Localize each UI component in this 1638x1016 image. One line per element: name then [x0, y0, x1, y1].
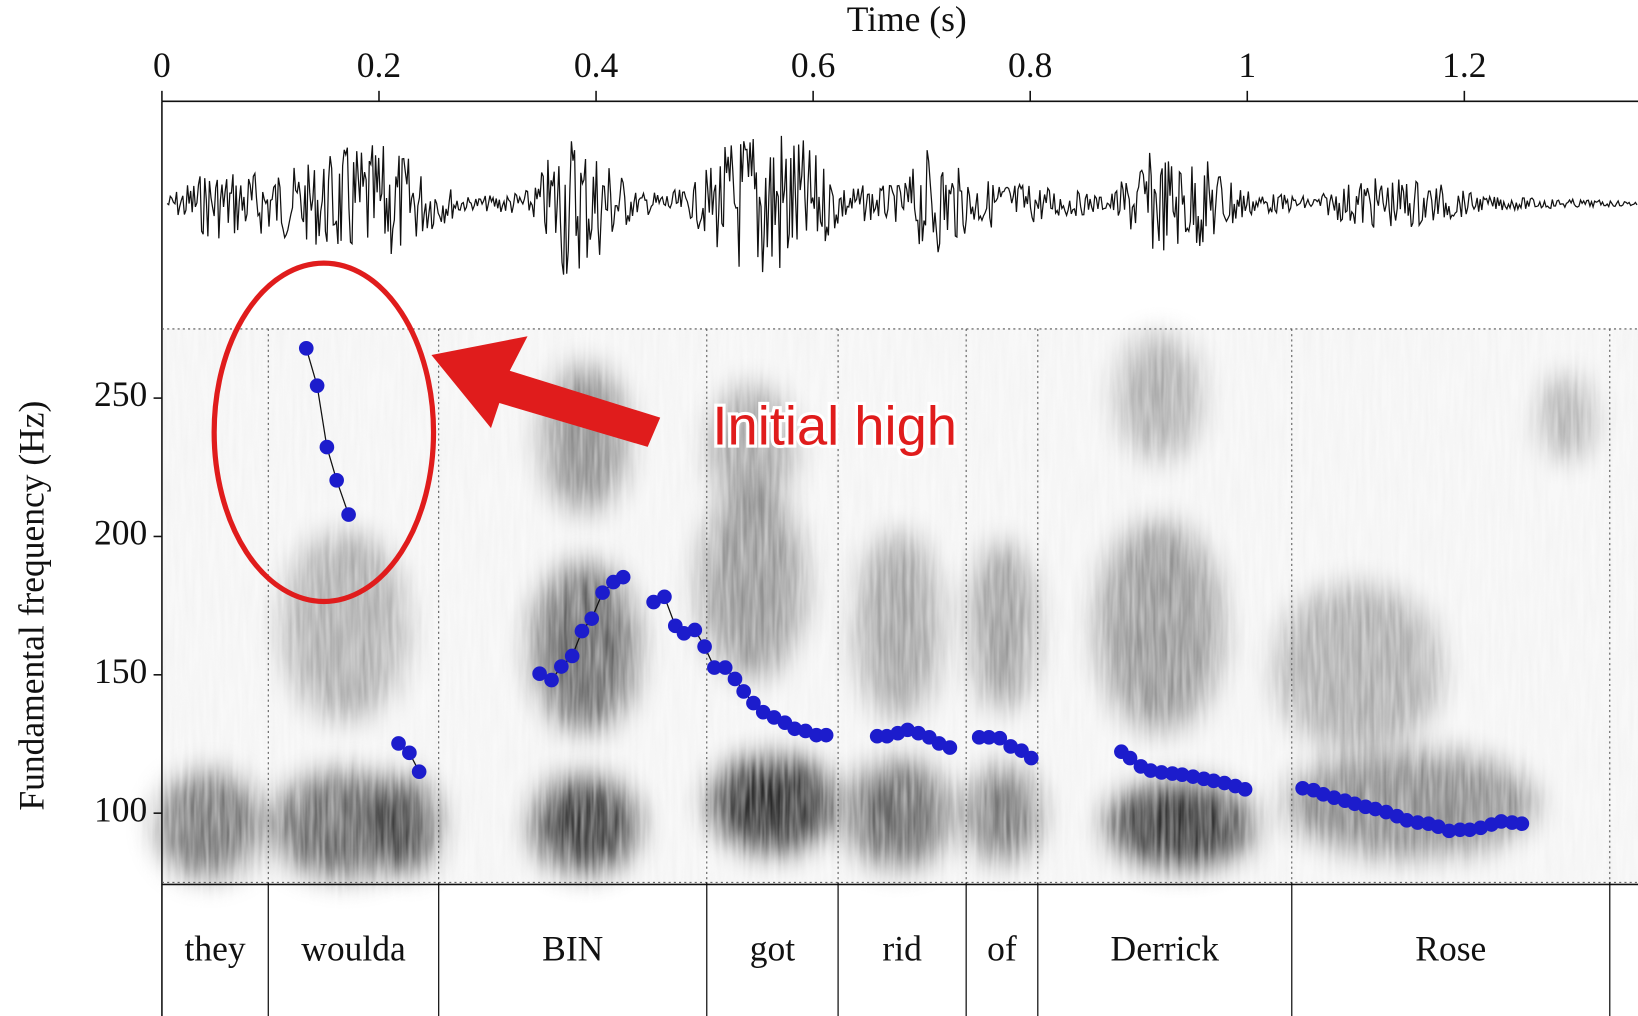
pitch-point	[554, 659, 569, 674]
x-tick-label: 0.8	[1008, 45, 1052, 85]
pitch-point	[1143, 763, 1158, 778]
pitch-point	[391, 736, 406, 751]
pitch-point	[657, 589, 672, 605]
pitch-point	[992, 730, 1008, 746]
y-tick-label: 200	[94, 513, 147, 553]
waveform	[166, 135, 1638, 275]
y-tick-label: 250	[94, 374, 147, 414]
x-tick-label: 0.6	[791, 45, 835, 85]
annotation: Initial high	[712, 396, 957, 457]
y-tick-label: 100	[94, 789, 147, 829]
pitch-point	[309, 378, 325, 393]
pitch-point	[1237, 782, 1253, 797]
pitch-point	[1174, 767, 1190, 783]
pitch-point	[1295, 780, 1310, 796]
pitch-point	[595, 585, 610, 600]
pitch-point	[341, 507, 356, 522]
pitch-point	[697, 639, 712, 654]
pitch-point	[707, 660, 722, 675]
pitch-point	[411, 764, 427, 779]
x-tick-label: 1	[1238, 45, 1256, 85]
pitch-point	[298, 340, 314, 356]
interval-label: Rose	[1415, 928, 1486, 968]
interval-label: they	[185, 928, 246, 968]
pitch-point	[746, 695, 761, 711]
pitch-point	[787, 721, 802, 737]
pitch-point	[646, 594, 661, 610]
pitch-point	[329, 472, 344, 488]
pitch-point	[564, 648, 580, 664]
pitch-point	[818, 727, 834, 743]
x-tick-label: 0.2	[357, 45, 401, 85]
pitch-point	[755, 704, 771, 720]
spectrogram-texture	[161, 328, 1638, 883]
pitch-point	[319, 439, 335, 455]
pitch-point	[544, 672, 559, 688]
pitch-point	[1410, 815, 1425, 830]
pitch-point	[402, 745, 417, 761]
pitch-point	[615, 569, 631, 585]
highlight-ellipse	[211, 260, 437, 605]
plot-area: 0 0.2 0.4 0.6 0.8 1 1.2 100 150 200 250 they woulda B…	[94, 45, 1638, 1016]
pitch-point	[1462, 822, 1478, 838]
y-axis-title: Fundamental frequency (Hz)	[12, 401, 52, 811]
x-tick-label: 0	[153, 45, 171, 85]
pitch-point	[1206, 773, 1221, 789]
pitch-point	[736, 684, 751, 699]
pitch-point	[1514, 816, 1530, 831]
interval-label: BIN	[542, 928, 603, 968]
pitch-point	[1154, 765, 1169, 780]
pitch-point	[942, 740, 958, 755]
pitch-point	[1023, 750, 1039, 766]
x-tick-label: 1.2	[1442, 45, 1486, 85]
pitch-point	[574, 623, 590, 639]
interval-label: of	[987, 928, 1017, 968]
pitch-point	[1185, 769, 1201, 784]
interval-label: woulda	[301, 928, 406, 968]
pitch-point	[727, 671, 743, 687]
x-tick-label: 0.4	[574, 45, 619, 85]
y-tick-label: 150	[94, 651, 147, 691]
interval-label: rid	[882, 928, 922, 968]
pitch-point	[1122, 750, 1138, 766]
pitch-point	[1399, 813, 1415, 828]
pitch-point	[687, 622, 703, 638]
pitch-point	[766, 710, 782, 725]
x-axis-title: Time (s)	[847, 0, 967, 39]
pitch-point	[1441, 823, 1457, 839]
arrow	[431, 336, 661, 447]
pitch-point	[717, 660, 733, 675]
pitch-point	[532, 666, 547, 682]
pitch-point	[1493, 814, 1509, 829]
interval-label: got	[750, 928, 796, 968]
pitch-point	[584, 611, 600, 626]
pitch-point	[981, 730, 997, 745]
interval-label: Derrick	[1111, 928, 1220, 968]
